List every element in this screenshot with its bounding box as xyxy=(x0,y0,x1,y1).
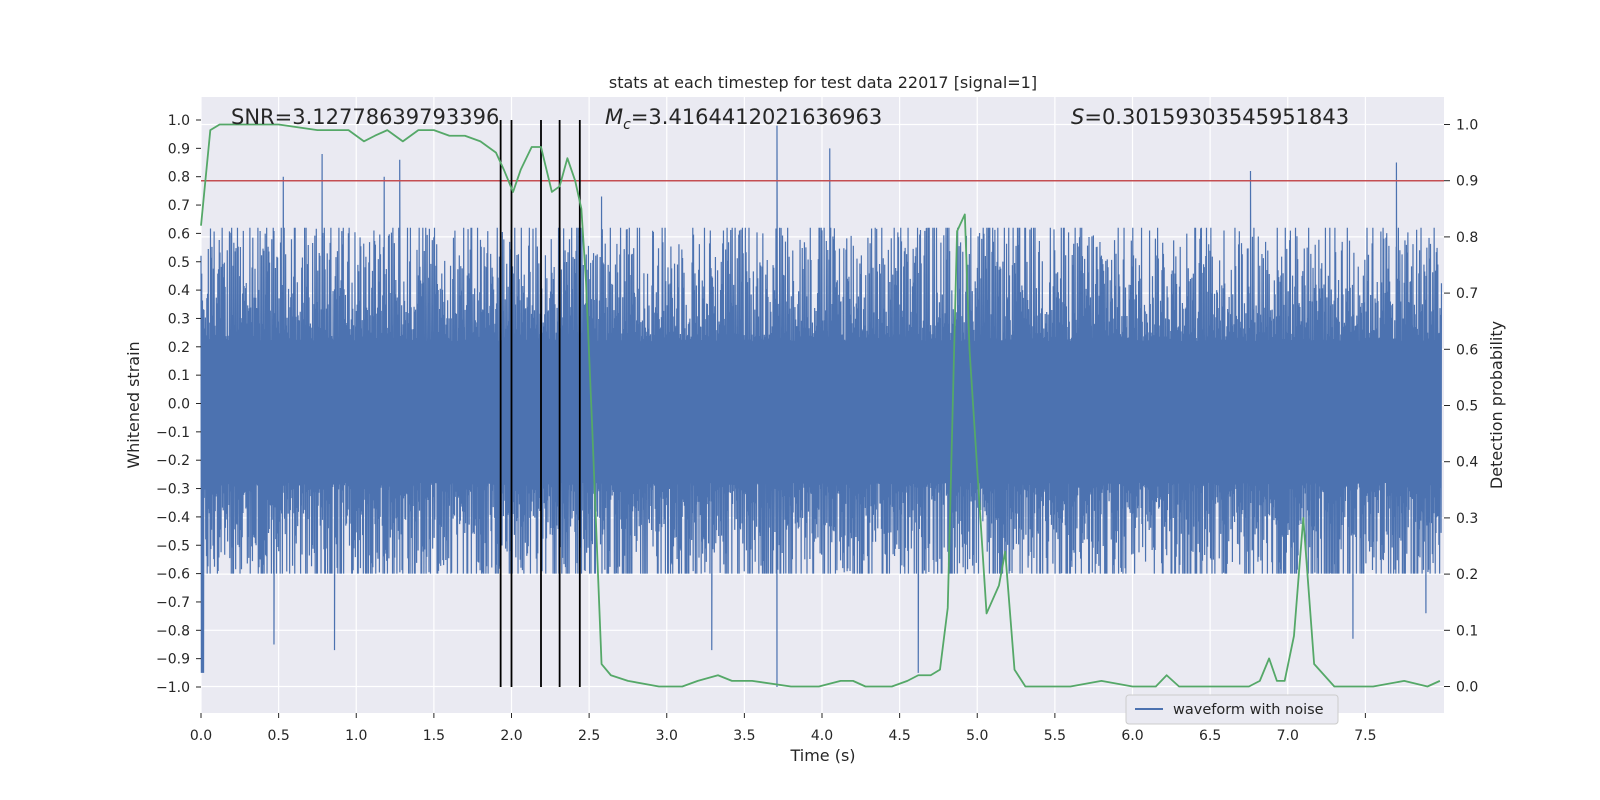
y-tick-label-5: 0.5 xyxy=(168,255,190,271)
x-tick-label-5: 2.5 xyxy=(578,728,600,744)
x-tick-label-3: 1.5 xyxy=(423,728,445,744)
right-tick-label-9: 0.1 xyxy=(1456,623,1478,639)
x-tick-label-12: 6.0 xyxy=(1121,728,1143,744)
snr-annotation: SNR=3.12778639793396 xyxy=(231,105,499,129)
y-tick-label-0: 1.0 xyxy=(168,113,190,129)
legend-label: waveform with noise xyxy=(1173,702,1324,718)
y-axis-ticks: 1.0 0.9 0.8 0.7 0.6 0.5 0.4 0.3 0.2 0.1 0.0 −0.1 −0.… xyxy=(156,113,201,696)
y-tick-label-2: 0.8 xyxy=(168,170,190,186)
y-axis-label: Whitened strain xyxy=(124,341,143,468)
x-tick-label-0: 0.0 xyxy=(190,728,212,744)
right-tick-label-0: 1.0 xyxy=(1456,118,1478,134)
x-tick-label-6: 3.0 xyxy=(656,728,678,744)
y-tick-label-7: 0.3 xyxy=(168,311,190,327)
x-axis-ticks: 0.0 0.5 1.0 1.5 2.0 2.5 3.0 3.5 4.0 4.5 5.0 5.5 6.0 6… xyxy=(190,713,1377,744)
y-tick-label-10: 0.0 xyxy=(168,397,190,413)
y-tick-label-19: −0.9 xyxy=(156,652,190,668)
y-tick-label-13: −0.3 xyxy=(156,482,190,498)
chart-title: stats at each timestep for test data 220… xyxy=(609,73,1037,92)
right-tick-label-7: 0.3 xyxy=(1456,511,1478,527)
x-axis-label: Time (s) xyxy=(789,746,855,765)
x-tick-label-9: 4.5 xyxy=(888,728,910,744)
s-value: =0.30159303545951843 xyxy=(1084,105,1349,129)
probability-line xyxy=(200,123,1441,688)
x-tick-label-13: 6.5 xyxy=(1199,728,1221,744)
chirp-mass-symbol: M xyxy=(605,105,623,129)
waveform-line xyxy=(200,125,1443,688)
right-tick-label-3: 0.7 xyxy=(1456,286,1478,302)
probability-series xyxy=(200,123,1441,688)
legend: waveform with noise xyxy=(1125,694,1339,725)
y-tick-label-17: −0.7 xyxy=(156,595,190,611)
x-tick-label-1: 0.5 xyxy=(267,728,289,744)
vertical-markers xyxy=(499,120,581,687)
y-tick-label-18: −0.8 xyxy=(156,623,190,639)
x-tick-label-15: 7.5 xyxy=(1354,728,1376,744)
legend-box xyxy=(1125,694,1339,725)
y-tick-label-9: 0.1 xyxy=(168,368,190,384)
s-symbol: S xyxy=(1071,105,1084,129)
right-axis-label: Detection probability xyxy=(1487,321,1506,489)
x-tick-label-14: 7.0 xyxy=(1277,728,1299,744)
y-tick-label-16: −0.6 xyxy=(156,567,190,583)
y-tick-label-15: −0.5 xyxy=(156,538,190,554)
x-tick-label-2: 1.0 xyxy=(345,728,367,744)
right-tick-label-1: 0.9 xyxy=(1456,174,1478,190)
y-tick-label-12: −0.2 xyxy=(156,453,190,469)
y-tick-label-3: 0.7 xyxy=(168,198,190,214)
y-tick-label-8: 0.2 xyxy=(168,340,190,356)
y-tick-label-4: 0.6 xyxy=(168,226,190,242)
chirp-mass-subscript: c xyxy=(623,117,631,133)
right-tick-label-10: 0.0 xyxy=(1456,680,1478,696)
right-tick-label-8: 0.2 xyxy=(1456,567,1478,583)
chirp-mass-value: =3.4164412021636963 xyxy=(631,105,882,129)
y-tick-label-6: 0.4 xyxy=(168,283,190,299)
x-tick-label-8: 4.0 xyxy=(811,728,833,744)
right-tick-label-5: 0.5 xyxy=(1456,399,1478,415)
right-tick-label-6: 0.4 xyxy=(1456,455,1478,471)
y-tick-label-11: −0.1 xyxy=(156,425,190,441)
x-tick-label-10: 5.0 xyxy=(966,728,988,744)
chirp-mass-annotation: Mc=3.4164412021636963 xyxy=(605,105,882,133)
y-tick-label-20: −1.0 xyxy=(156,680,190,696)
y-tick-label-1: 0.9 xyxy=(168,141,190,157)
x-tick-label-11: 5.5 xyxy=(1044,728,1066,744)
right-tick-label-2: 0.8 xyxy=(1456,230,1478,246)
waveform-series xyxy=(200,125,1443,688)
s-annotation: S=0.30159303545951843 xyxy=(1071,105,1349,129)
y-tick-label-14: −0.4 xyxy=(156,510,190,526)
right-axis-ticks: 1.0 0.9 0.8 0.7 0.6 0.5 0.4 0.3 0.2 0.1 0.0 xyxy=(1444,118,1478,696)
right-tick-label-4: 0.6 xyxy=(1456,342,1478,358)
x-tick-label-4: 2.0 xyxy=(500,728,522,744)
x-tick-label-7: 3.5 xyxy=(733,728,755,744)
